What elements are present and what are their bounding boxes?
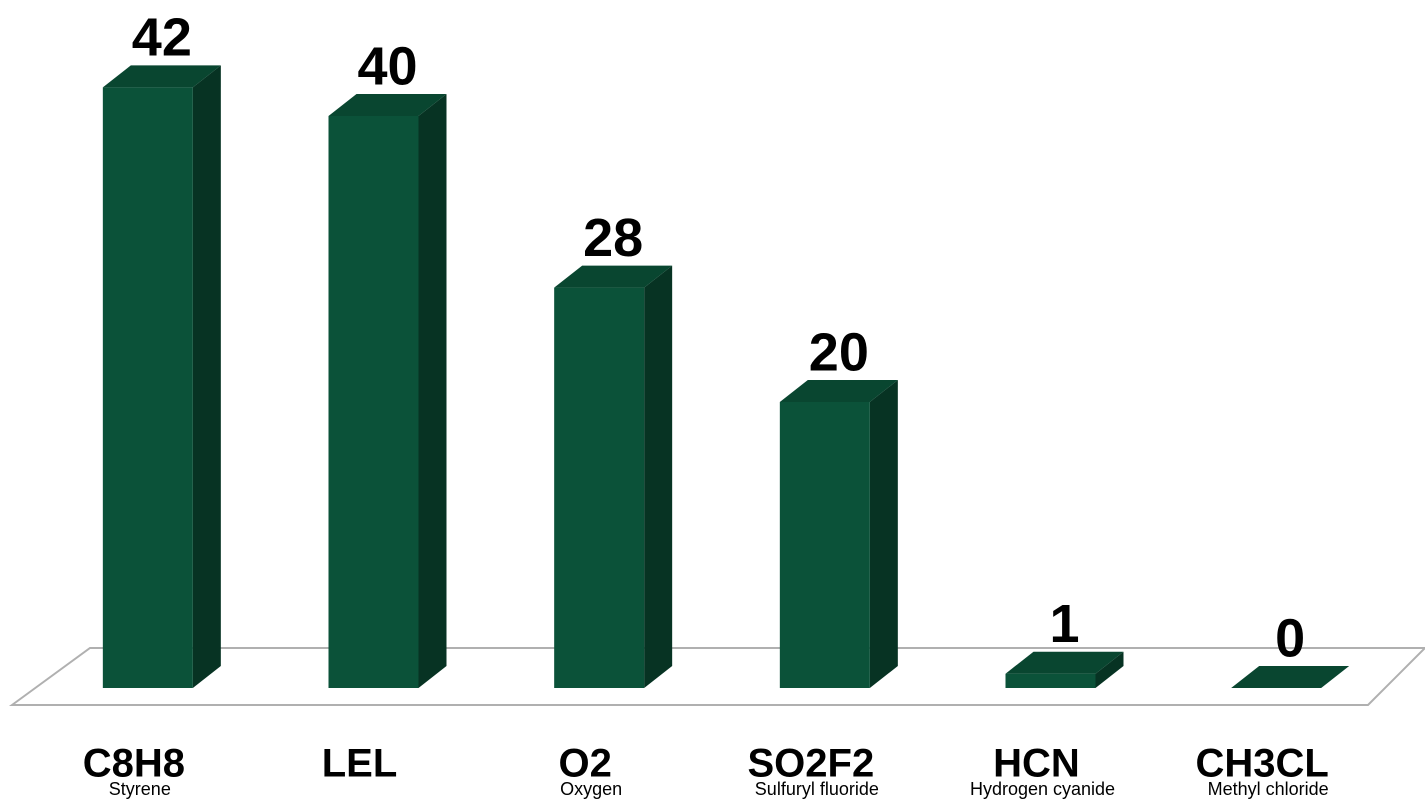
floor <box>8 647 1425 706</box>
bar-top <box>328 94 447 116</box>
bar <box>102 87 193 688</box>
bar-side <box>1095 651 1124 688</box>
bar <box>779 402 870 688</box>
data-label: 42 <box>132 8 192 68</box>
bar-top <box>102 65 221 88</box>
bar-top <box>554 265 673 288</box>
bar <box>554 287 645 688</box>
x-tick-label: SO2F2 <box>747 742 874 786</box>
x-tick-description: Sulfuryl fluoride <box>755 779 879 799</box>
data-label: 40 <box>357 36 417 96</box>
x-tick-description: Methyl chloride <box>1208 779 1329 799</box>
bar-top <box>1005 651 1124 674</box>
data-label: 0 <box>1275 608 1305 668</box>
bar-side <box>644 265 673 688</box>
data-label: 20 <box>809 322 869 382</box>
x-tick-description: Hydrogen cyanide <box>970 779 1115 799</box>
bar-side <box>418 94 447 688</box>
data-label: 1 <box>1049 594 1079 654</box>
bar-top <box>779 380 898 402</box>
bar-top <box>1231 666 1350 688</box>
data-label: 28 <box>583 208 643 268</box>
x-tick-description: Oxygen <box>560 779 622 799</box>
x-tick-label: CH3CL <box>1195 742 1328 786</box>
bar <box>328 116 419 688</box>
bar <box>1005 673 1096 688</box>
x-tick-label: HCN <box>993 742 1080 786</box>
bar-side <box>192 65 221 688</box>
x-tick-label: C8H8 <box>83 742 185 786</box>
x-tick-description: Styrene <box>109 779 171 799</box>
x-tick-label: O2 <box>558 742 611 786</box>
bar-side <box>869 380 898 688</box>
x-tick-label: LEL <box>322 742 398 786</box>
